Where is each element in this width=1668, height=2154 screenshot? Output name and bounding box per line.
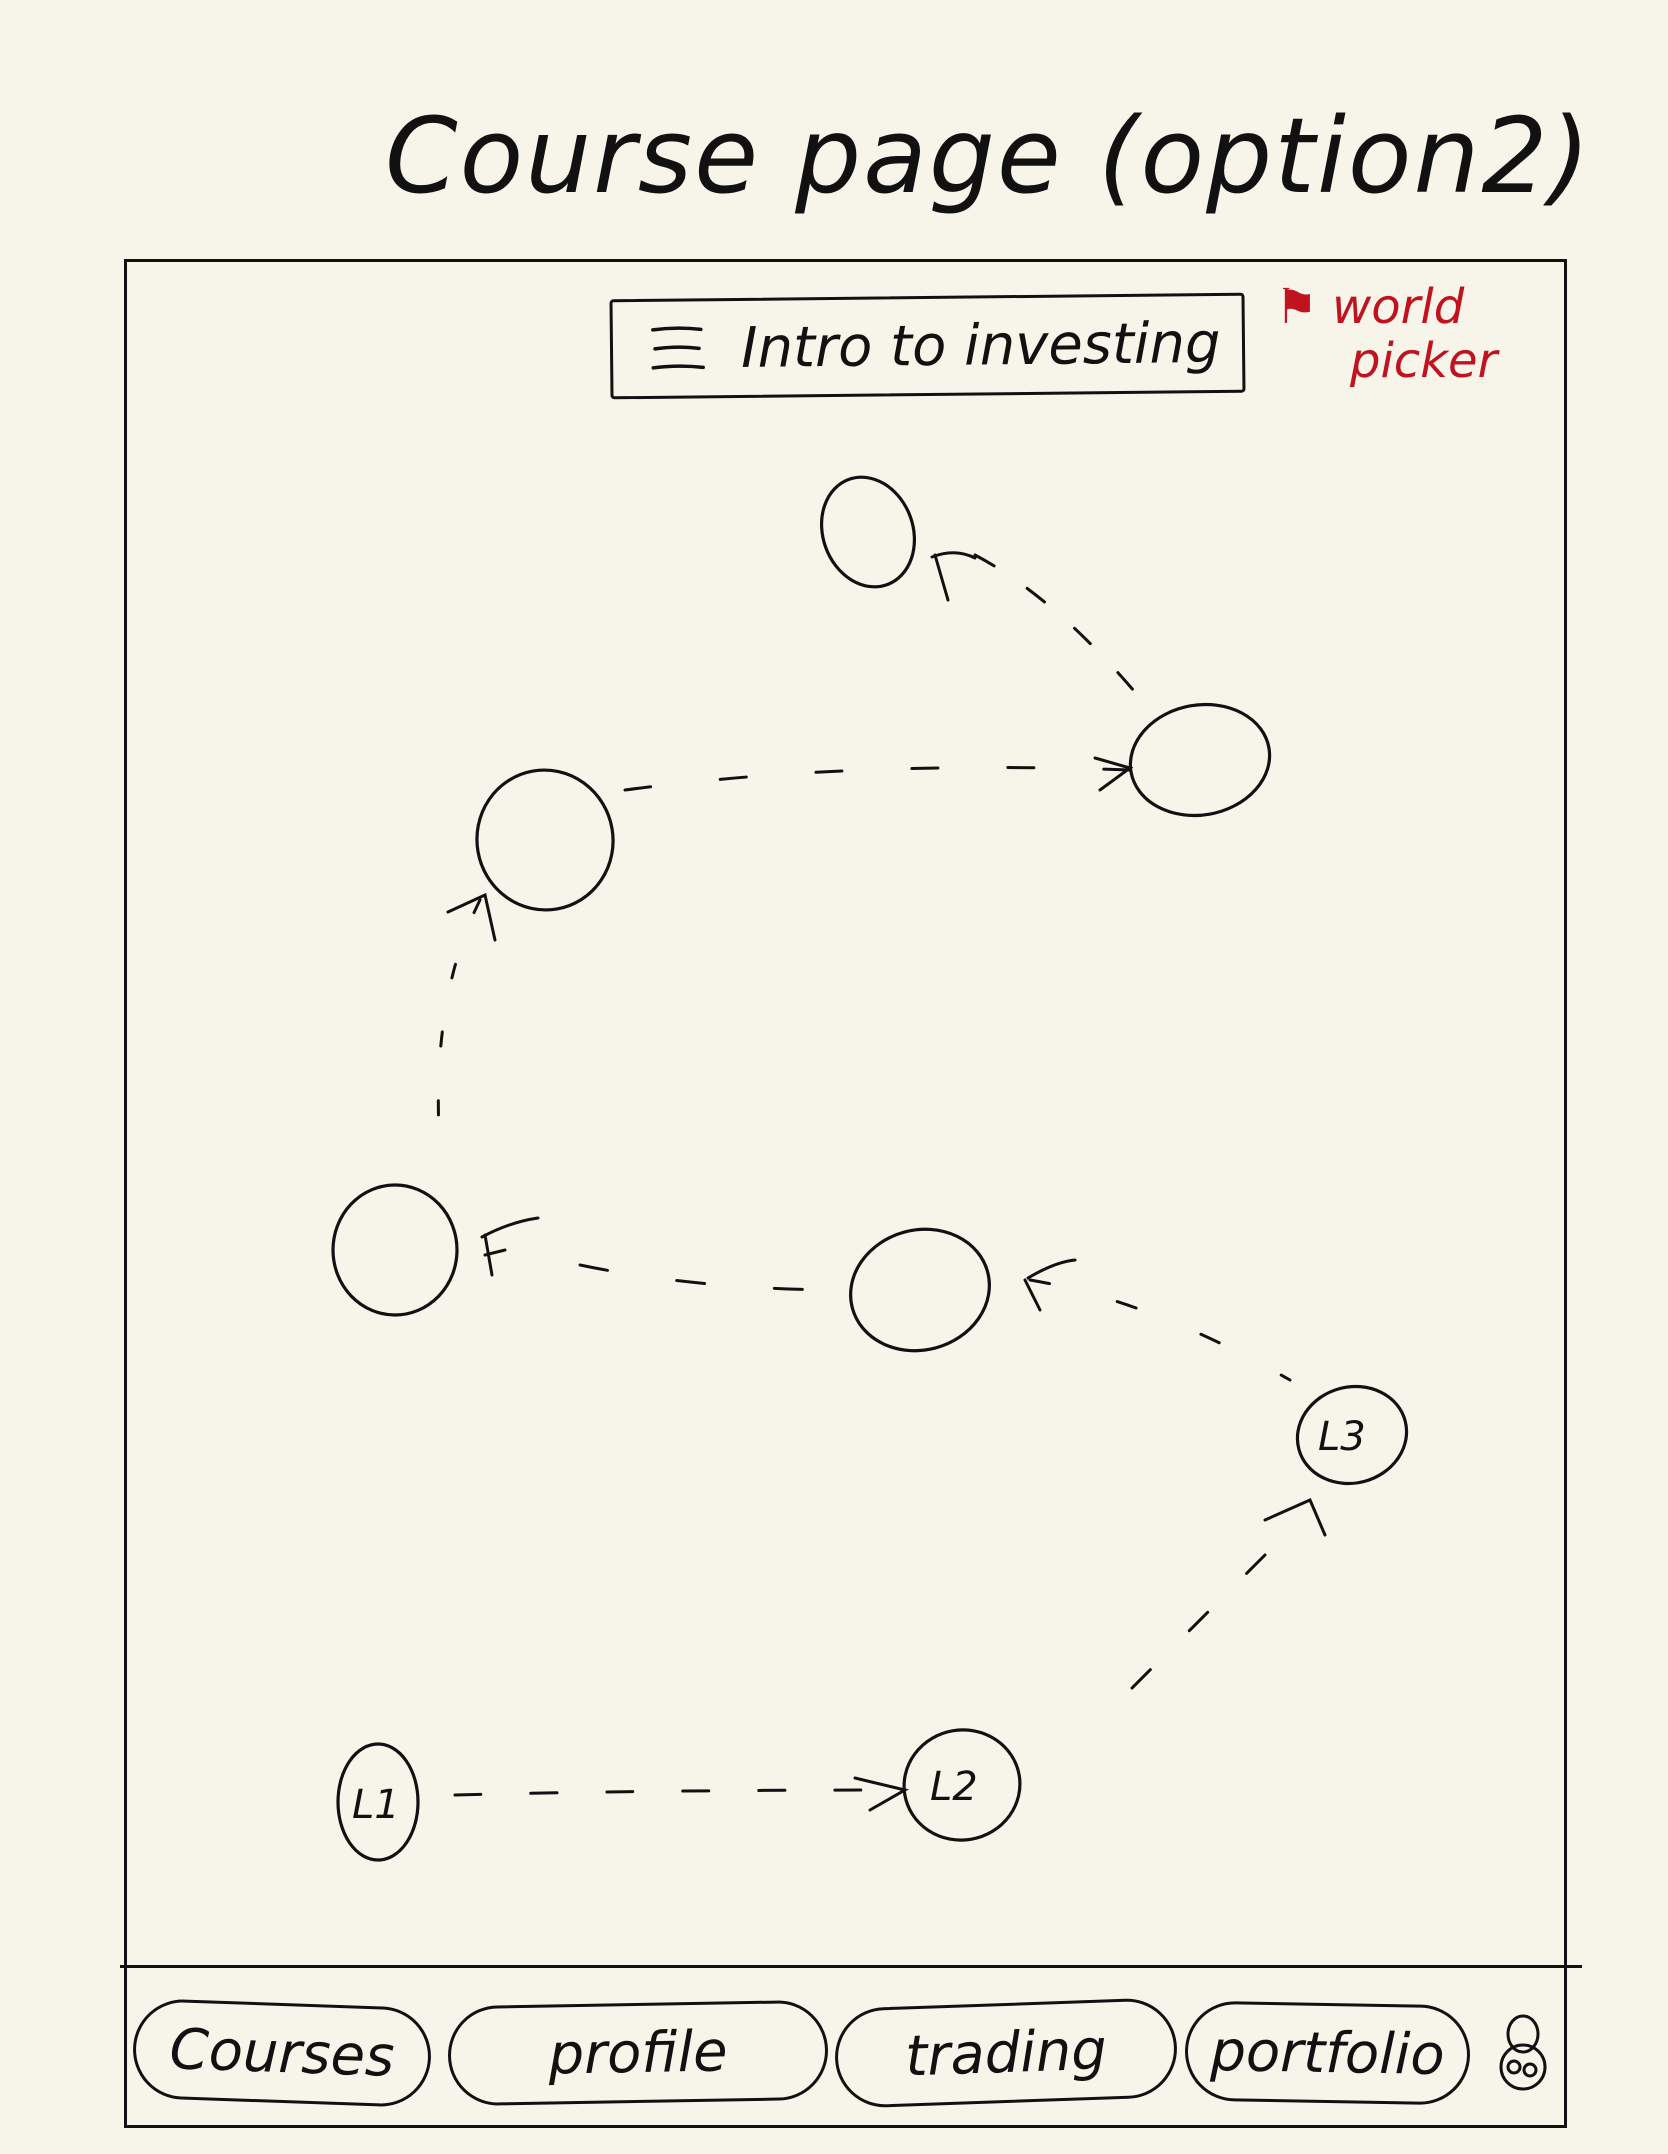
page-title: Course page (option2) xyxy=(385,95,1593,217)
path-connector xyxy=(623,766,1132,792)
lesson-node-l3 xyxy=(1295,1384,1409,1486)
nav-courses-button[interactable]: Courses xyxy=(131,1997,433,2109)
arrowhead xyxy=(446,892,497,942)
arrowhead xyxy=(853,1776,910,1812)
lesson-node-left-middle xyxy=(331,1183,459,1317)
course-header[interactable]: Intro to investing xyxy=(609,292,1246,400)
world-picker-annotation: ⚑ world picker xyxy=(1275,280,1497,388)
node-label-l2: L2 xyxy=(930,1764,978,1810)
nav-portfolio-button[interactable]: portfolio xyxy=(1184,2000,1471,2106)
path-connector xyxy=(973,553,1152,712)
bottom-nav-divider xyxy=(120,1965,1582,1968)
lesson-node-center-middle xyxy=(849,1227,991,1353)
annotation-line-1: world xyxy=(1332,279,1465,335)
path-connector xyxy=(578,1263,852,1292)
annotation-line-2: picker xyxy=(1350,333,1498,389)
nav-trading-button[interactable]: trading xyxy=(833,1997,1179,2109)
path-connector xyxy=(1028,1278,1292,1382)
node-label-l3: L3 xyxy=(1318,1414,1366,1460)
avatar-icon[interactable] xyxy=(1488,2012,1558,2094)
hamburger-menu-icon[interactable] xyxy=(649,323,706,374)
flag-icon: ⚑ xyxy=(1275,279,1319,335)
arrowhead xyxy=(1263,1498,1327,1537)
lesson-node-l2 xyxy=(902,1728,1022,1842)
flag-icon xyxy=(930,551,977,602)
path-connector xyxy=(453,1788,907,1797)
arrowhead xyxy=(1093,756,1134,792)
lesson-node-l1 xyxy=(336,1742,420,1862)
flag-icon xyxy=(480,1216,540,1277)
lesson-node-right-upper xyxy=(1128,702,1272,818)
lesson-node-top xyxy=(819,475,917,589)
flag-icon xyxy=(1023,1258,1077,1312)
lesson-node-left-upper xyxy=(475,768,615,912)
path-connector xyxy=(1128,1553,1267,1692)
nav-profile-button[interactable]: profile xyxy=(447,1999,829,2107)
phone-frame xyxy=(124,259,1567,2128)
node-label-l1: L1 xyxy=(352,1782,400,1828)
path-connector xyxy=(436,898,482,1152)
